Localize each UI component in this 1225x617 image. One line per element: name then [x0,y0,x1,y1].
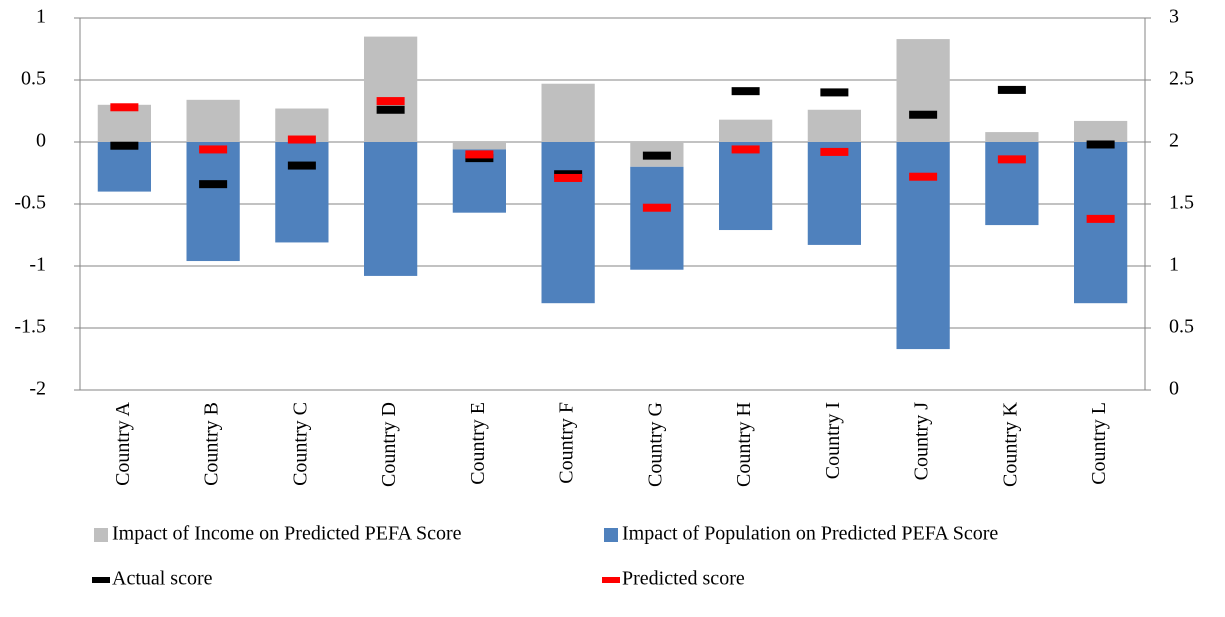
y2-tick-label: 0.5 [1169,316,1194,338]
y2-tick-label: 1.5 [1169,192,1194,214]
bar [896,39,950,142]
marker [110,103,139,112]
bar [719,142,773,231]
y-tick-label: 0.5 [21,68,46,90]
legend-label: Impact of Population on Predicted PEFA S… [622,523,998,545]
marker [642,203,671,212]
marker [997,85,1026,94]
marker [909,110,938,119]
y-tick-label: 1 [36,6,46,28]
y-tick-label: -1.5 [14,316,46,338]
x-tick-label: Country B [201,402,223,486]
marker [376,97,405,106]
legend-swatch [602,577,620,583]
marker [731,145,760,154]
y-tick-label: 0 [36,130,46,152]
marker [820,147,849,156]
x-tick-label: Country F [556,402,578,484]
bar [97,142,151,192]
bar [364,142,418,276]
x-tick-label: Country K [999,401,1021,487]
marker [287,135,316,144]
marker [1086,214,1115,223]
x-tick-label: Country E [467,402,489,485]
marker [909,172,938,181]
bar [541,142,595,304]
y2-tick-label: 0 [1169,378,1179,400]
y2-tick-label: 2 [1169,130,1179,152]
x-tick-label: Country A [112,401,134,485]
marker [199,145,228,154]
bar [452,142,506,150]
legend-label: Actual score [112,568,213,590]
bar [807,109,861,142]
marker [199,180,228,189]
legend-swatch [92,577,110,583]
y2-tick-label: 3 [1169,6,1179,28]
marker [820,88,849,97]
marker [1086,140,1115,149]
bar [719,119,773,142]
marker [554,173,583,182]
x-tick-label: Country H [733,402,755,487]
marker [287,161,316,170]
bar [364,36,418,142]
marker [997,155,1026,164]
marker [110,141,139,150]
marker [465,150,494,159]
marker [731,87,760,96]
x-tick-label: Country C [289,402,311,486]
bar [186,142,240,262]
bar [807,142,861,245]
x-tick-label: Country L [1088,402,1110,485]
x-tick-label: Country J [911,402,933,481]
legend-swatch [604,528,618,542]
y-tick-label: -1 [29,254,46,276]
bar [186,99,240,142]
y-tick-label: -2 [29,378,46,400]
y2-tick-label: 1 [1169,254,1179,276]
legend-label: Impact of Income on Predicted PEFA Score [112,523,462,545]
y2-tick-label: 2.5 [1169,68,1194,90]
bar [985,142,1039,226]
x-tick-label: Country G [644,402,666,487]
marker [376,105,405,114]
bar [630,166,684,270]
bar [541,83,595,142]
bar [275,142,329,243]
legend-label: Predicted score [622,568,745,590]
y-tick-label: -0.5 [14,192,46,214]
legend-swatch [94,528,108,542]
x-tick-label: Country I [822,402,844,479]
x-tick-label: Country D [378,402,400,487]
bar [985,132,1039,142]
bar [1074,120,1128,142]
marker [642,151,671,160]
